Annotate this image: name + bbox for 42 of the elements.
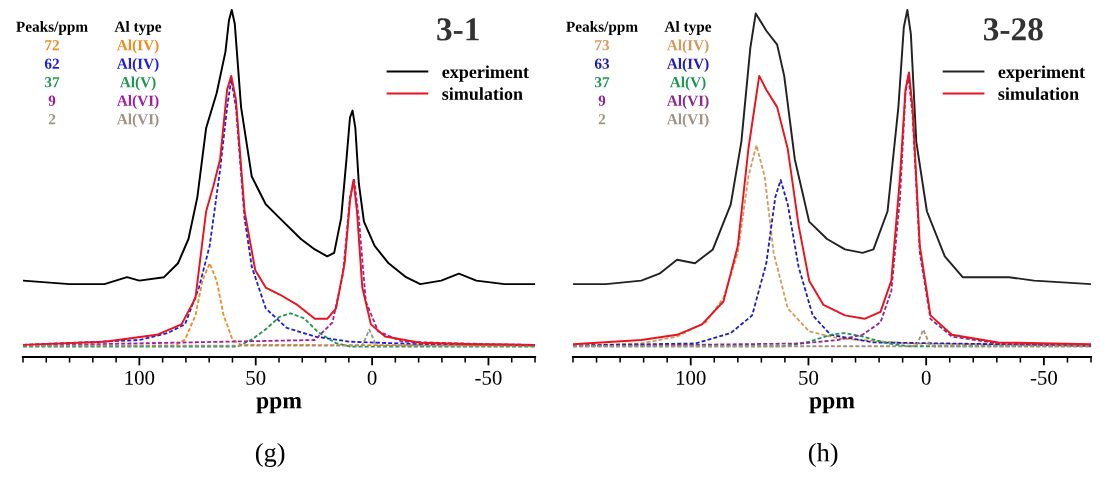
annotation: Al(IV) (116, 39, 159, 54)
annotation: Al(VI) (666, 113, 709, 128)
text: (g) (255, 443, 285, 467)
annotation: 37 (44, 77, 60, 88)
x-axis-title: ppm (256, 397, 302, 414)
annotation: 9 (598, 95, 606, 106)
x-tick-label: 50 (799, 370, 819, 385)
text: (h) (808, 443, 838, 467)
annotation: 62 (44, 58, 59, 69)
chart-title: 3-28 (984, 18, 1043, 41)
x-axis-title: ppm (809, 397, 855, 414)
annotation: 73 (595, 40, 610, 51)
legend-label: simulation (442, 87, 523, 101)
annotation: Al(IV) (116, 58, 159, 72)
x-tick-label: -50 (1030, 370, 1057, 385)
x-tick-label: 100 (125, 370, 155, 385)
annotation: Peaks/ppm (16, 21, 88, 35)
x-tick-label: 0 (921, 370, 931, 385)
x-tick-label: 50 (246, 370, 266, 385)
annotation: 37 (594, 77, 610, 88)
annotation: Peaks/ppm (566, 21, 638, 35)
annotation: 2 (48, 114, 56, 125)
chart-title: 3-1 (437, 18, 479, 41)
annotation: 63 (594, 58, 610, 69)
annotation: 2 (598, 114, 606, 125)
annotation: Al(VI) (116, 113, 159, 128)
annotation: Al(V) (669, 76, 706, 91)
annotation: Al type (664, 21, 712, 35)
x-tick-label: 100 (676, 370, 706, 385)
annotation: Al(V) (119, 76, 156, 91)
x-tick-label: -50 (475, 370, 502, 385)
annotation: 9 (48, 95, 56, 106)
legend-label: simulation (998, 87, 1079, 101)
annotation: Al(IV) (666, 58, 709, 72)
x-tick-label: 0 (367, 370, 377, 385)
annotation: 72 (45, 40, 59, 51)
annotation: Al(VI) (116, 95, 159, 109)
annotation: Al(VI) (666, 95, 709, 109)
annotation: Al(IV) (666, 39, 709, 54)
legend-label: experiment (998, 65, 1086, 82)
annotation: Al type (114, 21, 162, 35)
legend-label: experiment (442, 65, 529, 82)
